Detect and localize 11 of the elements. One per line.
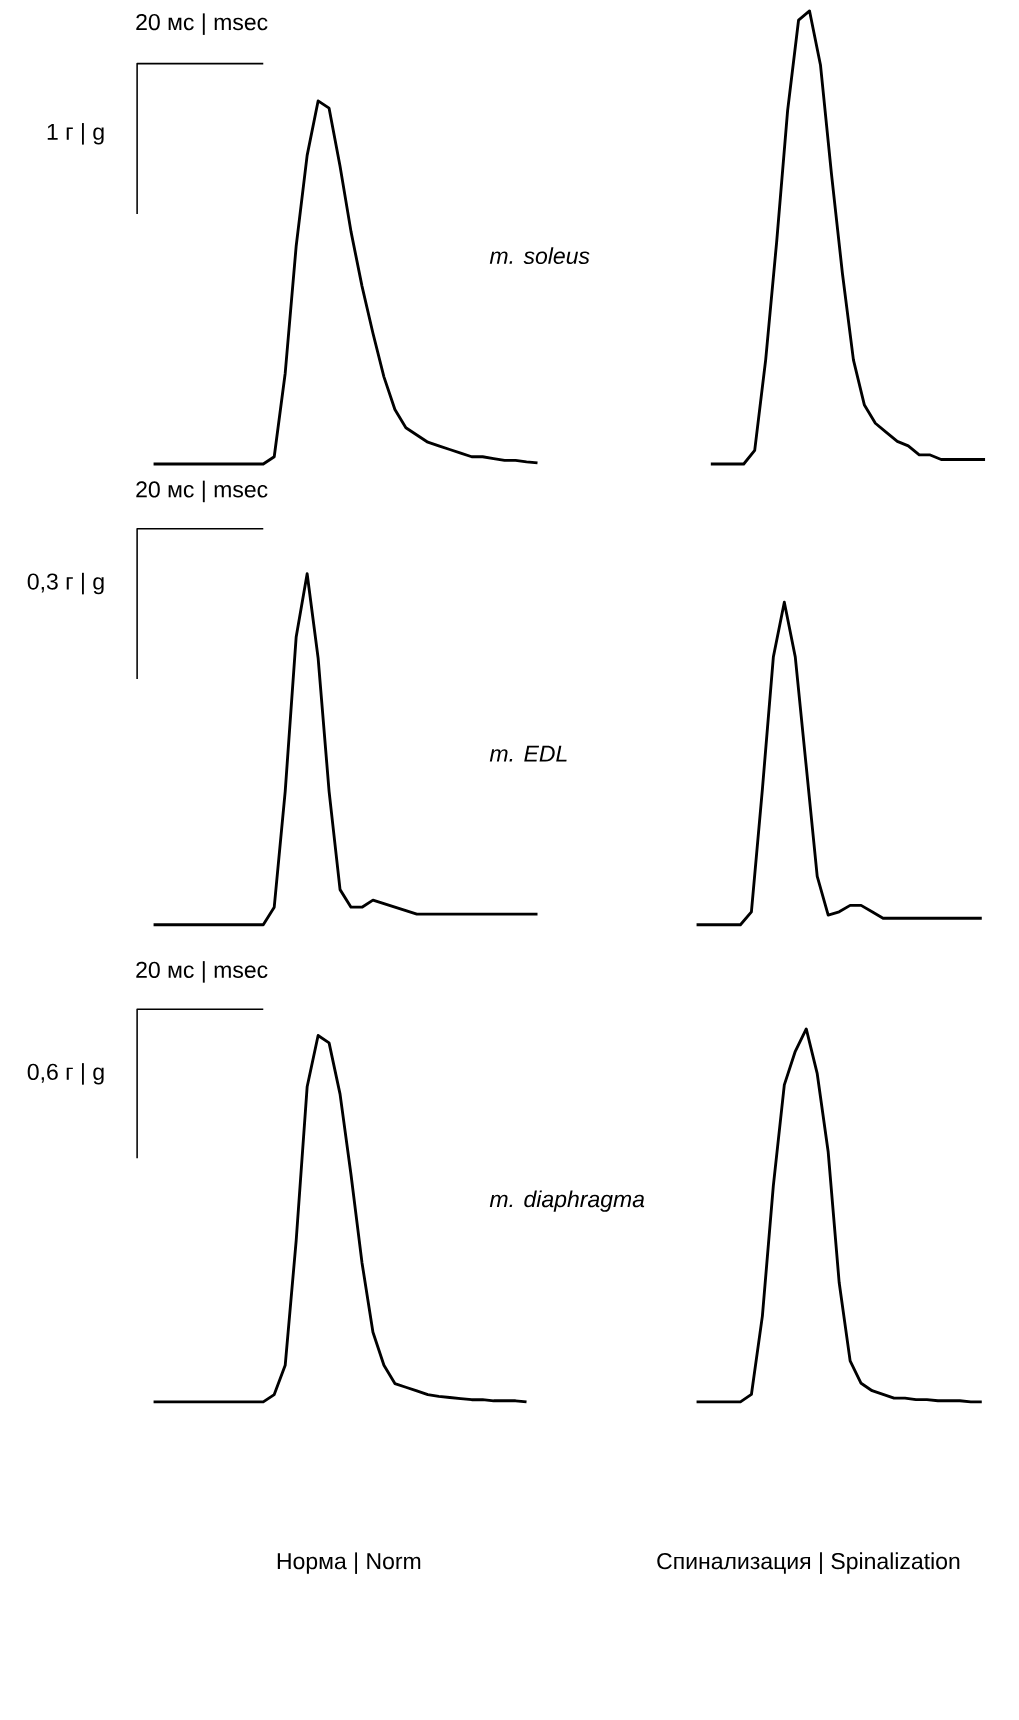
text: 0,6 г | g [27, 1063, 104, 1085]
annotation: m. diaphragma [489, 1190, 645, 1212]
annotation: m. soleus [489, 247, 590, 265]
text: 20 мс | msec [136, 961, 268, 983]
x-axis-title: Спинализация | Spinalization [657, 1552, 960, 1574]
x-axis-title: Норма | Norm [277, 1552, 421, 1574]
text: 20 мс | msec [136, 13, 268, 35]
text: 20 мс | msec [136, 480, 268, 503]
text: 1 г | g [47, 123, 104, 145]
annotation: m. EDL [489, 745, 567, 762]
text: 0,3 г | g [27, 572, 104, 595]
